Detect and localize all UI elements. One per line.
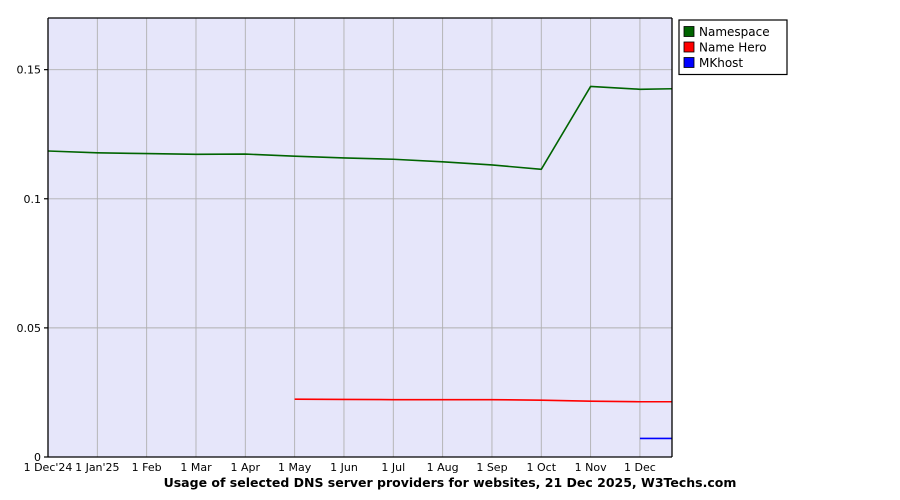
legend-label-mkhost: MKhost: [699, 56, 743, 70]
chart-caption: Usage of selected DNS server providers f…: [164, 475, 737, 490]
series-line-namespace: [47, 85, 673, 171]
plot-area-background: [48, 18, 672, 457]
x-tick-label: 1 Jul: [381, 461, 405, 474]
y-tick-label: 0.05: [17, 322, 42, 335]
x-axis-ticks: 1 Dec'24 1 Jan'25 1 Feb 1 Mar 1 Apr 1 May 1 Ju…: [24, 461, 656, 474]
y-axis-ticks: 0 0.05 0.1 0.15: [17, 64, 48, 464]
x-tick-label: 1 Aug: [427, 461, 459, 474]
x-tick-label: 1 Jun: [330, 461, 358, 474]
grid-lines: [48, 18, 672, 457]
legend-swatch-name-hero: [683, 41, 695, 53]
x-tick-label: 1 May: [278, 461, 312, 474]
x-tick-label: 1 Feb: [132, 461, 162, 474]
x-tick-label: 1 Nov: [575, 461, 607, 474]
legend-swatch-namespace: [683, 26, 695, 37]
y-tick-label: 0.15: [17, 64, 42, 77]
x-tick-label: 1 Sep: [476, 461, 507, 474]
legend-label-name-hero: Name Hero: [699, 41, 767, 55]
x-tick-label: 1 Oct: [527, 461, 557, 474]
x-tick-label: 1 Apr: [231, 461, 261, 474]
x-tick-label: 1 Dec'24: [24, 461, 73, 474]
legend-swatch-mkhost: [683, 57, 695, 68]
x-tick-label: 1 Mar: [180, 461, 212, 474]
series-line-name-hero: [294, 398, 672, 403]
x-tick-label: 1 Jan'25: [75, 461, 119, 474]
legend-label-namespace: Namespace: [699, 25, 770, 39]
y-tick-label: 0.1: [24, 193, 42, 206]
axis-lines: [47, 17, 673, 458]
x-tick-label: 1 Dec: [624, 461, 656, 474]
data-series-group: [47, 85, 673, 440]
y-tick-label: 0: [34, 451, 41, 464]
